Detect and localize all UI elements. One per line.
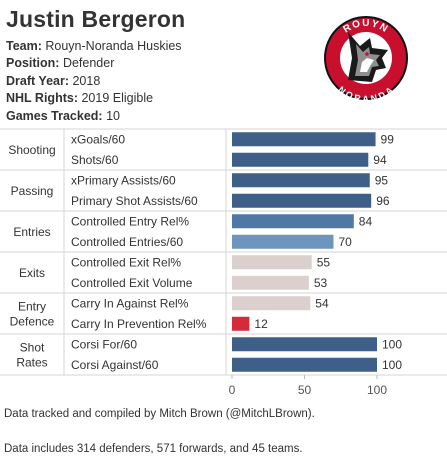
group-label: Shot (20, 341, 45, 355)
metric-value: 55 (317, 256, 331, 270)
team-line: Team: Rouyn-Noranda Huskies (6, 38, 185, 55)
husky-head-icon (348, 32, 388, 82)
metric-bar (232, 152, 369, 167)
metric-value: 12 (254, 317, 268, 331)
metric-value: 100 (382, 338, 402, 352)
metric-value: 70 (339, 235, 353, 249)
group-label: Shooting (8, 143, 55, 157)
position-line: Position: Defender (6, 55, 185, 72)
attribution-note: Data tracked and compiled by Mitch Brown… (4, 408, 315, 420)
metric-value: 95 (375, 174, 389, 188)
metric-bar (232, 275, 309, 290)
group-label: Entry (18, 300, 46, 314)
position-label: Position: (6, 56, 60, 71)
games-line: Games Tracked: 10 (6, 108, 185, 125)
metric-bar (232, 255, 312, 270)
metric-value: 96 (376, 194, 390, 208)
metric-value: 54 (315, 297, 329, 311)
rights-label: NHL Rights: (6, 91, 78, 106)
metric-label: Primary Shot Assists/60 (71, 194, 198, 208)
metric-bar (232, 337, 377, 352)
player-name: Justin Bergeron (6, 6, 186, 32)
games-value: 10 (106, 108, 120, 123)
metric-value: 100 (382, 358, 402, 372)
axis-tick-label: 50 (298, 383, 312, 397)
metric-bar (232, 357, 377, 372)
metric-label: xGoals/60 (71, 133, 125, 147)
metric-bar (232, 214, 354, 229)
rights-line: NHL Rights: 2019 Eligible (6, 90, 185, 107)
group-label: Passing (11, 184, 54, 198)
team-label: Team: (6, 39, 42, 53)
team-logo: ROUYN NORANDA (324, 16, 408, 102)
group-label: Exits (19, 266, 45, 280)
axis-tick-label: 100 (367, 383, 387, 397)
metric-value: 53 (314, 276, 328, 290)
draft-label: Draft Year: (6, 73, 69, 88)
games-label: Games Tracked: (6, 108, 103, 123)
metric-label: xPrimary Assists/60 (71, 174, 176, 188)
metric-bar (232, 173, 370, 188)
metric-label: Carry In Prevention Rel% (71, 317, 207, 331)
metric-label: Shots/60 (71, 153, 119, 167)
metric-bar (232, 234, 334, 249)
rights-value: 2019 Eligible (81, 91, 154, 106)
metric-bar (232, 296, 311, 311)
metric-bar (232, 316, 250, 331)
metric-value: 94 (373, 153, 387, 167)
draft-value: 2018 (72, 73, 101, 88)
axis-tick-label: 0 (229, 383, 236, 397)
draft-line: Draft Year: 2018 (6, 73, 185, 90)
player-header: Justin Bergeron Team: Rouyn-Noranda Husk… (6, 6, 185, 125)
metric-label: Controlled Exit Rel% (71, 256, 181, 270)
metric-label: Corsi For/60 (71, 338, 137, 352)
position-value: Defender (62, 56, 115, 71)
team-value: Rouyn-Noranda Huskies (45, 39, 182, 53)
metric-label: Controlled Exit Volume (71, 276, 193, 290)
group-label: Rates (16, 356, 47, 370)
metric-label: Corsi Against/60 (71, 358, 159, 372)
dataset-note: Data includes 314 defenders, 571 forward… (4, 443, 303, 455)
group-label: Defence (10, 315, 55, 329)
metric-bar (232, 132, 376, 147)
metric-bar (232, 193, 372, 208)
metric-label: Controlled Entry Rel% (71, 215, 189, 229)
metric-value: 99 (381, 133, 395, 147)
metric-value: 84 (359, 215, 373, 229)
metric-label: Controlled Entries/60 (71, 235, 183, 249)
group-label: Entries (13, 225, 50, 239)
metric-label: Carry In Against Rel% (71, 297, 189, 311)
